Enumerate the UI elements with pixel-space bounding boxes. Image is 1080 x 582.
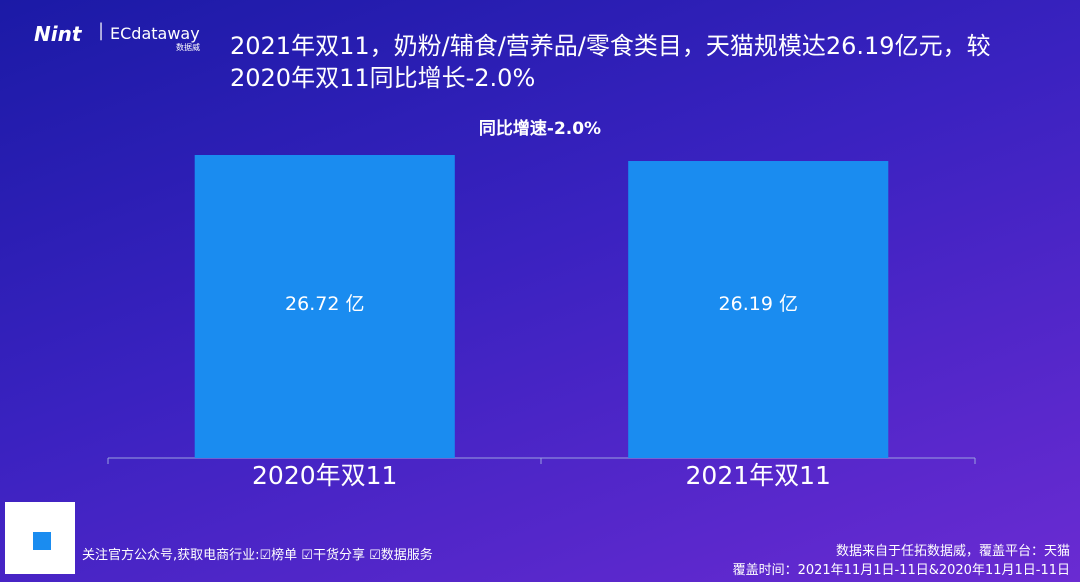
logo-brand: Nint <box>34 22 82 46</box>
logo-partner: ECdataway <box>110 24 200 43</box>
footer-right-line: 覆盖时间：2021年11月1日-11日&2020年11月1日-11日 <box>732 563 1070 578</box>
x-tick-label: 2020年双11 <box>252 461 397 490</box>
bar <box>194 154 455 459</box>
x-tick-label: 2021年双11 <box>686 461 831 490</box>
logo-divider: | <box>98 20 105 41</box>
footer-right-line: 数据来自于任拓数据威，覆盖平台：天猫 <box>835 544 1070 559</box>
chart-subtitle: 同比增速-2.0% <box>478 119 602 139</box>
value-label: 26.19 亿 <box>719 293 798 315</box>
qr-logo <box>31 530 53 552</box>
chart-title-line: 2021年双11，奶粉/辅食/营养品/零食类目，天猫规模达26.19亿元，较 <box>230 32 991 60</box>
bar <box>628 161 889 458</box>
chart-title-line: 2020年双11同比增长-2.0% <box>230 64 536 92</box>
value-label: 26.72 亿 <box>285 293 364 315</box>
logo-partner-sub: 数据威 <box>176 43 200 52</box>
footer-left: 关注官方公众号,获取电商行业:☑榜单 ☑干货分享 ☑数据服务 <box>82 548 433 563</box>
